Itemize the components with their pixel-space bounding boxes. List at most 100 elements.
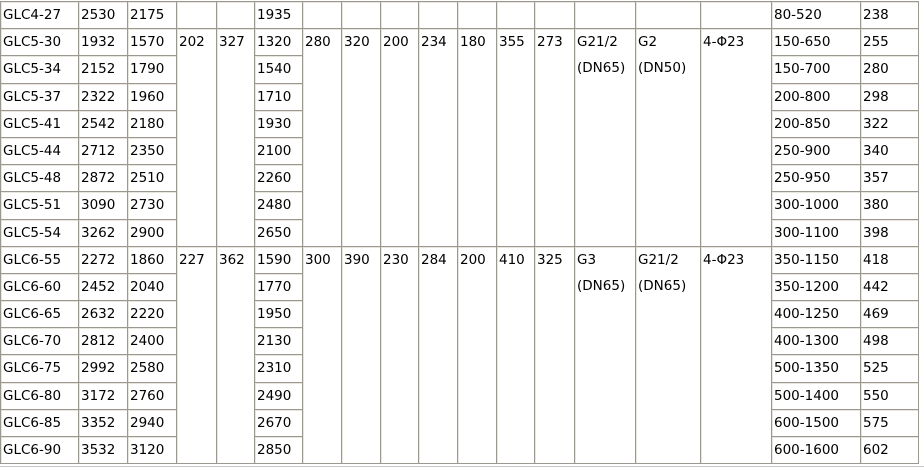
length-cell: 3090: [78, 191, 128, 220]
weight-cell: 418: [860, 245, 919, 274]
merged-cell: 355: [496, 28, 535, 247]
inlet-cell: G21/2 (DN65): [574, 28, 636, 247]
weight-cell: 442: [860, 272, 919, 302]
range-cell: 600-1500: [771, 408, 861, 438]
length-cell: 2530: [78, 0, 128, 30]
merged-cell: [380, 0, 419, 30]
bottom-divider: [0, 466, 924, 472]
merged-cell: 327: [216, 28, 255, 247]
range-cell: 400-1250: [771, 300, 861, 329]
length-b-cell: 1790: [127, 55, 177, 84]
length-cell: 2542: [78, 109, 128, 138]
table-row: GLC6-85 3352 2940 2670 600-1500 575: [0, 408, 919, 438]
merged-cell: 230: [380, 245, 419, 465]
range-cell: 600-1600: [771, 435, 861, 465]
weight-cell: 469: [860, 300, 919, 329]
merged-cell: [418, 0, 458, 30]
bolt-holes-cell: 4-Φ23: [700, 28, 772, 247]
table-row: GLC4-27 2530 2175 1935 80-520 238: [0, 0, 919, 30]
weight-cell: 238: [860, 0, 919, 30]
length-cell: 2872: [78, 164, 128, 193]
length-b-cell: 2350: [127, 136, 177, 166]
range-cell: 350-1150: [771, 245, 861, 274]
length-c-cell: 1770: [254, 272, 303, 302]
outlet-cell: [635, 0, 701, 30]
inlet-cell-line: G3: [577, 251, 597, 268]
weight-cell: 575: [860, 408, 919, 438]
merged-cell: 273: [534, 28, 575, 247]
model-cell: GLC6-85: [0, 408, 79, 438]
range-cell: 500-1400: [771, 381, 861, 410]
merged-cell: 362: [216, 245, 255, 465]
range-cell: 500-1350: [771, 354, 861, 383]
length-cell: 3532: [78, 435, 128, 465]
length-c-cell: 1540: [254, 55, 303, 84]
length-b-cell: 1860: [127, 245, 177, 274]
model-cell: GLC5-41: [0, 109, 79, 138]
length-b-cell: 2940: [127, 408, 177, 438]
model-cell: GLC6-90: [0, 435, 79, 465]
length-cell: 3172: [78, 381, 128, 410]
merged-cell: 202: [176, 28, 217, 247]
length-c-cell: 2670: [254, 408, 303, 438]
length-b-cell: 2900: [127, 218, 177, 247]
range-cell: 150-650: [771, 28, 861, 57]
merged-cell: 320: [341, 28, 381, 247]
length-c-cell: 2480: [254, 191, 303, 220]
table-row: GLC5-30 1932 1570 202 327 1320 280 320 200 234 180…: [0, 28, 919, 247]
merged-cell: 180: [457, 28, 497, 247]
range-cell: 300-1000: [771, 191, 861, 220]
length-cell: 2152: [78, 55, 128, 84]
outlet-cell: G2 (DN50): [635, 28, 701, 247]
merged-cell: 234: [418, 28, 458, 247]
weight-cell: 550: [860, 381, 919, 410]
table-row: GLC5-44 2712 2350 2100 250-900 340: [0, 136, 919, 166]
merged-cell: 284: [418, 245, 458, 465]
model-cell: GLC6-70: [0, 327, 79, 356]
length-c-cell: 1710: [254, 82, 303, 111]
inlet-cell: G3 (DN65): [574, 245, 636, 465]
length-b-cell: 2730: [127, 191, 177, 220]
merged-cell: 200: [457, 245, 497, 465]
model-cell: GLC5-30: [0, 28, 79, 57]
weight-cell: 298: [860, 82, 919, 111]
table-row: GLC6-65 2632 2220 1950 400-1250 469: [0, 300, 919, 329]
table-row: GLC6-55 2272 1860 227 362 1590 300 390 230 284 200…: [0, 245, 919, 465]
table-row: GLC6-80 3172 2760 2490 500-1400 550: [0, 381, 919, 410]
range-cell: 400-1300: [771, 327, 861, 356]
length-c-cell: 1930: [254, 109, 303, 138]
inlet-cell-line: (DN65): [577, 60, 626, 77]
length-b-cell: 2400: [127, 327, 177, 356]
length-b-cell: 2220: [127, 300, 177, 329]
length-cell: 2632: [78, 300, 128, 329]
table-row: GLC6-75 2992 2580 2310 500-1350 525: [0, 354, 919, 383]
range-cell: 350-1200: [771, 272, 861, 302]
merged-cell: [457, 0, 497, 30]
merged-cell: [341, 0, 381, 30]
merged-cell: 280: [302, 28, 342, 247]
length-c-cell: 2850: [254, 435, 303, 465]
length-c-cell: 1935: [254, 0, 303, 30]
length-cell: 2812: [78, 327, 128, 356]
bolt-holes-cell: [700, 0, 772, 30]
table-row: GLC6-90 3532 3120 2850 600-1600 602: [0, 435, 919, 465]
length-c-cell: 2130: [254, 327, 303, 356]
merged-cell: 200: [380, 28, 419, 247]
weight-cell: 398: [860, 218, 919, 247]
range-cell: 80-520: [771, 0, 861, 30]
length-b-cell: 2175: [127, 0, 177, 30]
inlet-cell-line: G21/2: [577, 34, 618, 51]
range-cell: 250-950: [771, 164, 861, 193]
length-c-cell: 2310: [254, 354, 303, 383]
length-b-cell: 3120: [127, 435, 177, 465]
merged-cell: 325: [534, 245, 575, 465]
range-cell: 150-700: [771, 55, 861, 84]
outlet-cell-line: (DN50): [638, 60, 687, 77]
weight-cell: 322: [860, 109, 919, 138]
weight-cell: 357: [860, 164, 919, 193]
merged-cell: 410: [496, 245, 535, 465]
merged-cell: [216, 0, 255, 30]
inlet-cell: [574, 0, 636, 30]
spec-table: GLC4-27 2530 2175 1935 80-520 238 GLC5-30 1932 1…: [0, 0, 919, 465]
model-cell: GLC5-34: [0, 55, 79, 84]
